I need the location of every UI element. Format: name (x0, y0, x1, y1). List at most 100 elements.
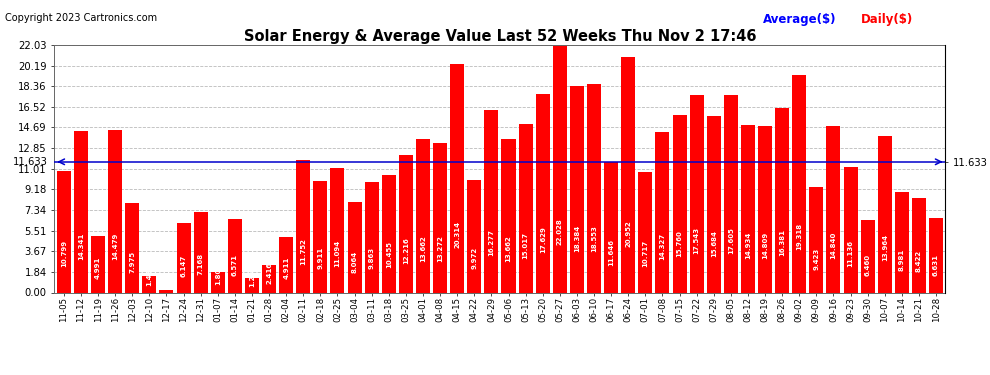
Bar (604, 162, 618, 292)
Text: 1.293: 1.293 (248, 264, 255, 286)
Bar (690, 95, 704, 292)
Text: 9.911: 9.911 (318, 247, 324, 269)
Bar (399, 155, 413, 292)
Bar (552, 45, 567, 292)
Text: 10.455: 10.455 (386, 241, 392, 268)
Text: 6.631: 6.631 (933, 254, 940, 276)
Title: Solar Energy & Average Value Last 52 Weeks Thu Nov 2 17:46: Solar Energy & Average Value Last 52 Wee… (244, 29, 756, 44)
Bar (878, 136, 892, 292)
Bar (621, 57, 636, 292)
Text: 19.318: 19.318 (796, 223, 802, 250)
Bar (176, 224, 191, 292)
Bar (724, 95, 738, 292)
Text: 14.341: 14.341 (78, 233, 84, 260)
Bar (536, 94, 549, 292)
Bar (655, 132, 669, 292)
Text: 14.479: 14.479 (112, 232, 118, 260)
Text: 14.327: 14.327 (659, 233, 665, 260)
Bar (570, 86, 584, 292)
Text: 8.981: 8.981 (899, 249, 905, 271)
Text: 7.168: 7.168 (198, 252, 204, 274)
Bar (228, 219, 242, 292)
Bar (279, 237, 293, 292)
Text: 17.629: 17.629 (540, 226, 545, 254)
Text: 16.277: 16.277 (488, 230, 494, 256)
Text: 11.646: 11.646 (608, 238, 614, 266)
Text: 17.543: 17.543 (694, 226, 700, 254)
Bar (314, 181, 328, 292)
Text: 1.806: 1.806 (215, 263, 221, 285)
Text: Daily($): Daily($) (860, 13, 913, 26)
Text: 18.553: 18.553 (591, 225, 597, 252)
Text: 12.216: 12.216 (403, 238, 409, 264)
Bar (672, 116, 686, 292)
Text: 8.422: 8.422 (916, 250, 922, 272)
Text: 20.952: 20.952 (626, 220, 632, 247)
Text: 4.991: 4.991 (95, 256, 101, 279)
Bar (126, 203, 140, 292)
Bar (758, 126, 772, 292)
Text: 6.147: 6.147 (180, 255, 186, 277)
Bar (56, 171, 71, 292)
Text: 11.136: 11.136 (847, 240, 853, 267)
Bar (741, 125, 755, 292)
Text: 14.809: 14.809 (762, 232, 768, 259)
Bar (792, 75, 806, 292)
Text: 11.633: 11.633 (13, 157, 48, 167)
Text: 20.314: 20.314 (454, 221, 460, 248)
Bar (194, 212, 208, 292)
Bar (245, 278, 259, 292)
Bar (364, 182, 379, 292)
Text: 6.460: 6.460 (864, 254, 870, 276)
Text: 18.384: 18.384 (574, 225, 580, 252)
Bar (433, 143, 447, 292)
Text: 17.605: 17.605 (728, 226, 734, 254)
Bar (519, 124, 533, 292)
Bar (895, 192, 909, 292)
Text: 15.684: 15.684 (711, 230, 717, 257)
Bar (262, 266, 276, 292)
Bar (929, 218, 943, 292)
Text: 11.752: 11.752 (300, 238, 306, 266)
Text: 13.662: 13.662 (420, 235, 426, 261)
Text: 1.431: 1.431 (147, 264, 152, 286)
Bar (74, 131, 88, 292)
Bar (450, 64, 464, 292)
Text: 15.760: 15.760 (676, 230, 682, 257)
Text: 16.381: 16.381 (779, 229, 785, 256)
Text: 15.017: 15.017 (523, 232, 529, 259)
Bar (827, 126, 841, 292)
Bar (809, 187, 824, 292)
Text: 11.094: 11.094 (335, 240, 341, 267)
Bar (347, 202, 361, 292)
Bar (467, 180, 481, 292)
Text: Copyright 2023 Cartronics.com: Copyright 2023 Cartronics.com (6, 13, 157, 23)
Text: 14.840: 14.840 (831, 232, 837, 259)
Bar (416, 139, 430, 292)
Text: 13.272: 13.272 (438, 236, 444, 262)
Text: 7.975: 7.975 (130, 251, 136, 273)
Bar (912, 198, 926, 292)
Text: 13.662: 13.662 (506, 235, 512, 261)
Bar (639, 172, 652, 292)
Bar (775, 108, 789, 292)
Text: 22.028: 22.028 (556, 218, 562, 244)
Text: 2.416: 2.416 (266, 262, 272, 284)
Text: 9.863: 9.863 (368, 247, 374, 269)
Bar (211, 272, 225, 292)
Text: 6.571: 6.571 (232, 254, 238, 276)
Text: 8.064: 8.064 (351, 251, 357, 273)
Text: 10.799: 10.799 (60, 240, 67, 267)
Bar (382, 175, 396, 292)
Bar (484, 110, 498, 292)
Bar (159, 290, 173, 292)
Text: 4.911: 4.911 (283, 257, 289, 279)
Bar (860, 220, 874, 292)
Text: 10.717: 10.717 (643, 240, 648, 267)
Text: 9.423: 9.423 (814, 248, 820, 270)
Bar (587, 84, 601, 292)
Text: 14.934: 14.934 (744, 231, 751, 259)
Text: 13.964: 13.964 (882, 234, 888, 261)
Bar (143, 276, 156, 292)
Text: Average($): Average($) (762, 13, 837, 26)
